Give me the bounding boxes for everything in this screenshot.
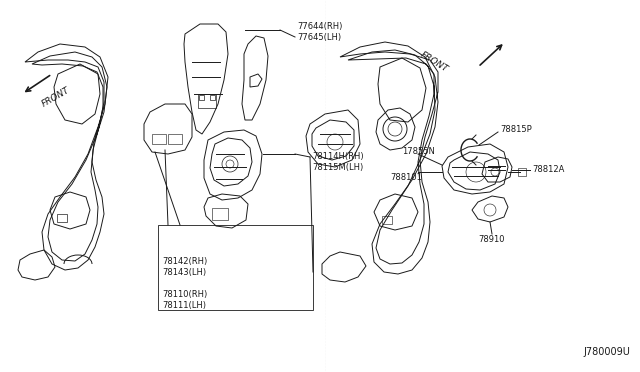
Bar <box>152 134 166 144</box>
Bar <box>518 168 526 176</box>
Bar <box>57 214 67 222</box>
Text: 78114H(RH)
78115M(LH): 78114H(RH) 78115M(LH) <box>312 152 364 172</box>
Text: 77644(RH)
77645(LH): 77644(RH) 77645(LH) <box>297 22 342 42</box>
Text: J780009U: J780009U <box>583 347 630 357</box>
Bar <box>198 94 216 108</box>
Bar <box>168 134 182 144</box>
Text: 78812A: 78812A <box>532 166 564 174</box>
Text: 788101: 788101 <box>390 173 422 182</box>
Text: 17855N: 17855N <box>402 148 435 157</box>
Bar <box>199 95 204 100</box>
Text: 78910: 78910 <box>478 235 504 244</box>
Bar <box>210 95 215 100</box>
Bar <box>212 208 228 220</box>
Bar <box>158 225 313 310</box>
Text: 78110(RH)
78111(LH): 78110(RH) 78111(LH) <box>162 290 207 310</box>
Bar <box>382 216 392 224</box>
Text: FRONT: FRONT <box>40 86 71 109</box>
Text: 78815P: 78815P <box>500 125 532 135</box>
Text: FRONT: FRONT <box>419 50 450 74</box>
Text: 78142(RH)
78143(LH): 78142(RH) 78143(LH) <box>162 257 207 277</box>
